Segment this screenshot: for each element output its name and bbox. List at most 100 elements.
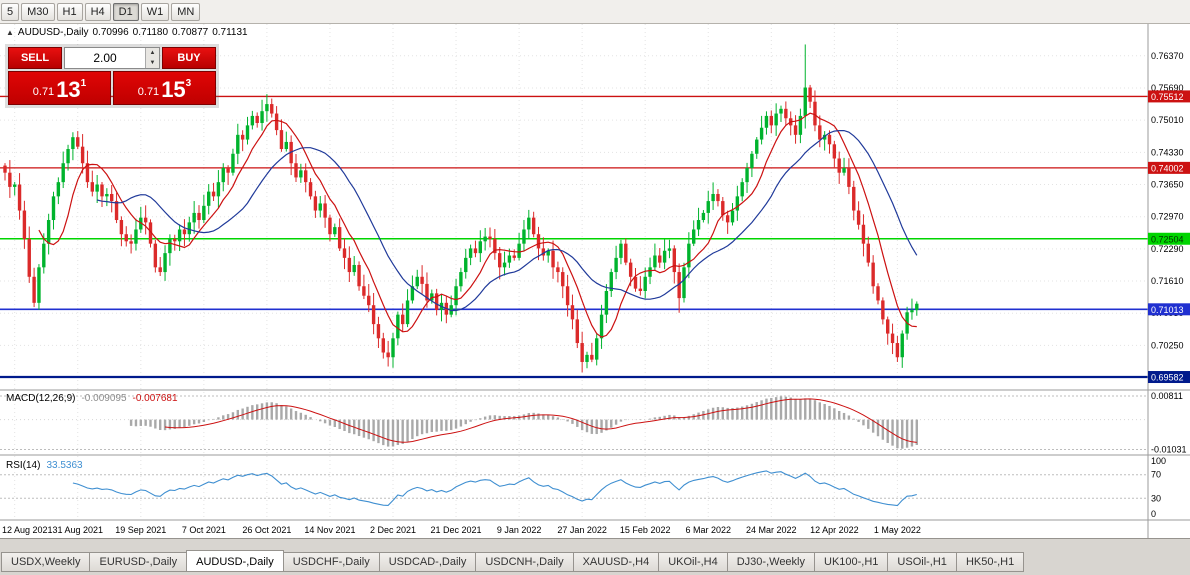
price-badge-0.75512: [1148, 90, 1190, 103]
svg-text:21 Dec 2021: 21 Dec 2021: [431, 525, 482, 535]
buy-price-prefix: 0.71: [137, 86, 160, 98]
chart-symbol-label: AUDUSD-,Daily: [17, 27, 89, 38]
sell-price-display[interactable]: 0.71 13 1: [8, 71, 111, 105]
chart-tab-ukoil-h4[interactable]: UKOil-,H4: [658, 552, 728, 572]
svg-text:0.72970: 0.72970: [1151, 212, 1184, 222]
rsi-indicator-label: RSI(14) 33.5363: [6, 460, 83, 471]
open-value: 0.70996: [92, 27, 129, 38]
price-level-badges: 0.75512 0.74002 0.72504 0.71013 0.69582: [1148, 90, 1190, 384]
chart-tab-usdcad-daily[interactable]: USDCAD-,Daily: [378, 552, 477, 572]
price-level-lines: [0, 95, 1148, 379]
chart-ohlc-title: ▲ AUDUSD-,Daily 0.70996 0.71180 0.70877 …: [6, 27, 248, 38]
timeframe-button-h1[interactable]: H1: [56, 2, 83, 21]
svg-text:2 Dec 2021: 2 Dec 2021: [370, 525, 416, 535]
timeframe-button-w1[interactable]: W1: [140, 2, 170, 21]
sell-button[interactable]: SELL: [8, 47, 62, 69]
svg-text:12 Aug 2021: 12 Aug 2021: [2, 525, 53, 535]
date-axis-labels: 12 Aug 2021 31 Aug 2021 19 Sep 2021 7 Oct 2…: [2, 525, 921, 535]
svg-text:0.74002: 0.74002: [1151, 163, 1184, 173]
chart-tab-usdx-weekly[interactable]: USDX,Weekly: [1, 552, 91, 572]
moving-averages: [38, 112, 918, 338]
svg-text:0.72504: 0.72504: [1151, 234, 1184, 244]
svg-text:0.75010: 0.75010: [1151, 115, 1184, 125]
timeframe-button-h4[interactable]: H4: [84, 2, 111, 21]
svg-text:27 Jan 2022: 27 Jan 2022: [557, 525, 607, 535]
svg-text:0.76370: 0.76370: [1151, 51, 1184, 61]
timeframe-button-m30[interactable]: M30: [21, 2, 55, 21]
svg-text:70: 70: [1151, 470, 1161, 480]
price-badge-0.69582: [1148, 371, 1190, 384]
svg-text:-0.01031: -0.01031: [1151, 445, 1187, 455]
svg-text:0: 0: [1151, 509, 1156, 519]
svg-text:14 Nov 2021: 14 Nov 2021: [304, 525, 355, 535]
sell-price-big-digits: 13: [56, 77, 81, 102]
price-direction-icon: ▲: [6, 28, 14, 37]
chart-tab-bar: USDX,Weekly EURUSD-,Daily AUDUSD-,Daily USD…: [0, 538, 1190, 575]
gridlines: [0, 24, 1148, 520]
timeframe-toolbar: 5 M30 H1 H4 D1 W1 MN: [0, 0, 1190, 24]
macd-main-value: -0.009095: [81, 393, 127, 404]
chart-tab-hk50-h1[interactable]: HK50-,H1: [955, 552, 1025, 572]
macd-signal-value: -0.007681: [132, 393, 178, 404]
chart-tab-xauusd-h4[interactable]: XAUUSD-,H4: [572, 552, 660, 572]
price-badge-0.72504: [1148, 232, 1190, 245]
macd-indicator-label: MACD(12,26,9) -0.009095 -0.007681: [6, 393, 178, 404]
one-click-trading-panel: SELL 2.00 ▲ ▼ BUY 0.71 13 1 0.71 15 3: [5, 44, 219, 108]
chart-tab-audusd-daily[interactable]: AUDUSD-,Daily: [186, 550, 284, 572]
buy-price-display[interactable]: 0.71 15 3: [113, 71, 216, 105]
svg-text:0.69582: 0.69582: [1151, 373, 1184, 383]
chart-tab-dj30-weekly[interactable]: DJ30-,Weekly: [726, 552, 815, 572]
panel-separators: [0, 24, 1190, 538]
macd-name: MACD(12,26,9): [6, 393, 76, 404]
svg-text:9 Jan 2022: 9 Jan 2022: [497, 525, 542, 535]
close-value: 0.71131: [212, 27, 248, 38]
low-value: 0.70877: [172, 27, 209, 38]
svg-text:0.71013: 0.71013: [1151, 305, 1184, 315]
svg-text:0.00811: 0.00811: [1151, 391, 1183, 401]
timeframe-button-5[interactable]: 5: [1, 2, 20, 21]
svg-text:0.75690: 0.75690: [1151, 83, 1184, 93]
svg-text:0.74330: 0.74330: [1151, 147, 1184, 157]
rsi-panel: [0, 470, 1148, 507]
svg-text:26 Oct 2021: 26 Oct 2021: [242, 525, 291, 535]
svg-text:6 Mar 2022: 6 Mar 2022: [685, 525, 731, 535]
rsi-name: RSI(14): [6, 460, 41, 471]
svg-text:0.75512: 0.75512: [1151, 92, 1184, 102]
svg-text:31 Aug 2021: 31 Aug 2021: [52, 525, 103, 535]
volume-decrease-button[interactable]: ▼: [146, 58, 159, 68]
buy-button[interactable]: BUY: [162, 47, 216, 69]
chart-tab-eurusd-daily[interactable]: EURUSD-,Daily: [89, 552, 188, 572]
sell-price-point-digit: 1: [80, 78, 87, 89]
volume-value[interactable]: 2.00: [93, 51, 117, 65]
svg-text:0.73650: 0.73650: [1151, 180, 1184, 190]
svg-text:0.72290: 0.72290: [1151, 244, 1184, 254]
chart-tab-uk100-h1[interactable]: UK100-,H1: [814, 552, 889, 572]
price-badge-0.74002: [1148, 161, 1190, 174]
volume-increase-button[interactable]: ▲: [146, 48, 159, 58]
candles: [3, 44, 919, 373]
chart-tab-usdchf-daily[interactable]: USDCHF-,Daily: [282, 552, 380, 572]
price-chart-canvas[interactable]: 0.76370 0.75690 0.75010 0.74330 0.73650 0.729…: [0, 24, 1190, 538]
chart-tab-usoil-h1[interactable]: USOil-,H1: [887, 552, 957, 572]
high-value: 0.71180: [132, 27, 169, 38]
chart-area: 0.76370 0.75690 0.75010 0.74330 0.73650 0.729…: [0, 24, 1190, 538]
buy-price-point-digit: 3: [185, 78, 192, 89]
svg-text:100: 100: [1151, 456, 1166, 466]
sell-price-prefix: 0.71: [32, 86, 55, 98]
chart-tab-usdcnh-daily[interactable]: USDCNH-,Daily: [475, 552, 574, 572]
axis-labels: 0.76370 0.75690 0.75010 0.74330 0.73650 0.729…: [1151, 51, 1187, 519]
buy-price-big-digits: 15: [161, 77, 186, 102]
timeframe-button-mn[interactable]: MN: [171, 2, 201, 21]
volume-spinner[interactable]: 2.00 ▲ ▼: [64, 47, 160, 69]
svg-text:12 Apr 2022: 12 Apr 2022: [810, 525, 859, 535]
svg-text:0.70250: 0.70250: [1151, 340, 1184, 350]
macd-panel: [0, 395, 1148, 451]
svg-text:15 Feb 2022: 15 Feb 2022: [620, 525, 671, 535]
svg-text:1 May 2022: 1 May 2022: [874, 525, 921, 535]
rsi-value: 33.5363: [46, 460, 83, 471]
svg-text:7 Oct 2021: 7 Oct 2021: [182, 525, 226, 535]
price-badge-0.71013: [1148, 303, 1190, 316]
timeframe-button-d1[interactable]: D1: [112, 2, 139, 21]
volume-spin-controls: ▲ ▼: [145, 48, 159, 68]
svg-text:0.71610: 0.71610: [1151, 276, 1184, 286]
